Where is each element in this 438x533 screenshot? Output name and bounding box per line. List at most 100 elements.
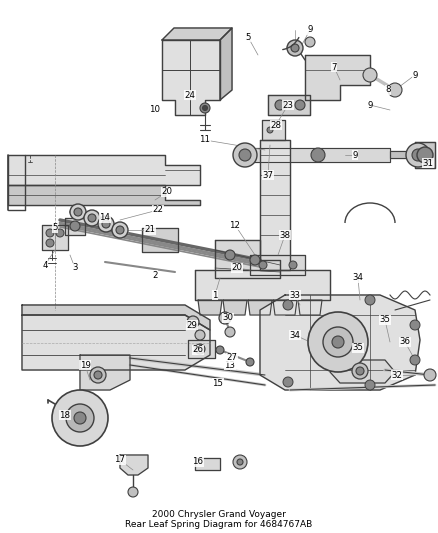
Circle shape [323, 327, 353, 357]
Text: 22: 22 [152, 206, 163, 214]
Polygon shape [268, 95, 310, 115]
Circle shape [70, 221, 80, 231]
Circle shape [283, 300, 293, 310]
Text: 23: 23 [283, 101, 293, 109]
Polygon shape [415, 142, 435, 168]
Circle shape [356, 367, 364, 375]
Circle shape [239, 149, 251, 161]
Text: 27: 27 [226, 353, 237, 362]
Polygon shape [198, 300, 222, 315]
Polygon shape [220, 28, 232, 100]
Text: 17: 17 [114, 456, 126, 464]
Polygon shape [22, 315, 210, 370]
Circle shape [332, 336, 344, 348]
Polygon shape [120, 455, 148, 475]
Circle shape [267, 127, 273, 133]
Text: 37: 37 [262, 171, 273, 180]
Text: 35: 35 [353, 343, 364, 352]
Circle shape [311, 148, 325, 162]
Polygon shape [22, 305, 210, 330]
Polygon shape [215, 240, 280, 278]
Circle shape [98, 216, 114, 232]
Text: 16: 16 [192, 457, 204, 466]
Polygon shape [260, 295, 420, 390]
Text: 2: 2 [152, 271, 158, 279]
Polygon shape [80, 355, 130, 390]
Text: 30: 30 [223, 313, 233, 322]
Text: 38: 38 [279, 230, 290, 239]
Polygon shape [195, 270, 330, 300]
Text: 5: 5 [245, 33, 251, 42]
Polygon shape [188, 340, 215, 358]
Polygon shape [223, 300, 247, 315]
Text: 10: 10 [149, 106, 160, 115]
Text: 5: 5 [52, 223, 58, 232]
Circle shape [287, 40, 303, 56]
Polygon shape [162, 28, 232, 40]
Text: 20: 20 [162, 188, 173, 197]
Polygon shape [248, 300, 272, 315]
Polygon shape [298, 300, 322, 315]
Circle shape [46, 229, 54, 237]
Text: 31: 31 [423, 158, 434, 167]
Text: 21: 21 [145, 225, 155, 235]
Text: 29: 29 [187, 320, 198, 329]
Text: 13: 13 [225, 360, 236, 369]
Polygon shape [8, 155, 200, 185]
Circle shape [102, 220, 110, 228]
Circle shape [250, 255, 260, 265]
Text: 18: 18 [60, 410, 71, 419]
Circle shape [225, 327, 235, 337]
Circle shape [128, 487, 138, 497]
Text: 7: 7 [331, 62, 337, 71]
Circle shape [233, 143, 257, 167]
Circle shape [46, 239, 54, 247]
Circle shape [66, 404, 94, 432]
Circle shape [275, 100, 285, 110]
Circle shape [94, 371, 102, 379]
Circle shape [187, 316, 199, 328]
Circle shape [90, 367, 106, 383]
Circle shape [112, 222, 128, 238]
Text: 36: 36 [399, 337, 410, 346]
Circle shape [233, 455, 247, 469]
Polygon shape [390, 151, 418, 158]
Circle shape [417, 147, 433, 163]
Polygon shape [42, 225, 68, 250]
Circle shape [202, 106, 208, 110]
Circle shape [424, 369, 436, 381]
Circle shape [200, 103, 210, 113]
Circle shape [237, 459, 243, 465]
Circle shape [365, 380, 375, 390]
Circle shape [74, 412, 86, 424]
Text: 32: 32 [392, 370, 403, 379]
Polygon shape [65, 218, 85, 235]
Text: 20: 20 [232, 263, 243, 272]
Circle shape [259, 261, 267, 269]
Circle shape [295, 100, 305, 110]
Text: 14: 14 [99, 214, 110, 222]
Circle shape [84, 210, 100, 226]
Circle shape [406, 143, 430, 167]
Circle shape [291, 44, 299, 52]
Circle shape [70, 204, 86, 220]
Text: 11: 11 [199, 135, 211, 144]
Circle shape [52, 390, 108, 446]
Circle shape [195, 330, 205, 340]
Text: 3: 3 [72, 263, 78, 272]
Polygon shape [245, 148, 390, 162]
Polygon shape [262, 120, 285, 140]
Circle shape [289, 261, 297, 269]
Polygon shape [162, 40, 220, 115]
Circle shape [363, 68, 377, 82]
Circle shape [116, 226, 124, 234]
Polygon shape [305, 55, 370, 100]
Circle shape [412, 149, 424, 161]
Text: 15: 15 [212, 378, 223, 387]
Circle shape [88, 214, 96, 222]
Text: 24: 24 [184, 91, 195, 100]
Text: 34: 34 [353, 273, 364, 282]
Circle shape [225, 250, 235, 260]
Circle shape [74, 208, 82, 216]
Text: 26: 26 [192, 345, 204, 354]
